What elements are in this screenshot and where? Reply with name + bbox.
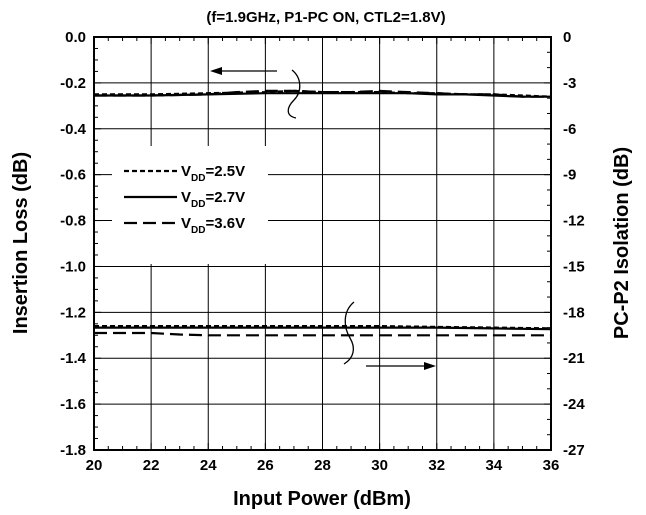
y-right-tick-label: -15 <box>563 258 585 275</box>
x-tick-labels: 20 22 24 26 28 30 32 34 36 <box>86 457 560 474</box>
y-left-tick-label: -1.0 <box>60 258 86 275</box>
ticks <box>93 36 552 451</box>
isolation-annotation <box>343 301 436 370</box>
y-left-tick-label: -1.4 <box>60 350 87 367</box>
y-left-tick-labels: 0.0 -0.2 -0.4 -0.6 -0.8 -1.0 -1.2 -1.4 -1.6 -1.8 <box>60 29 87 459</box>
legend-label: VDD=3.6V <box>181 215 245 236</box>
y-left-tick-label: -0.4 <box>60 121 87 138</box>
y-left-tick-label: -0.6 <box>60 167 86 184</box>
y-left-tick-label: -1.2 <box>60 304 86 321</box>
left-arrow-head <box>210 67 222 75</box>
y-axis-right-label: PC-P2 Isolation (dB) <box>611 147 633 339</box>
x-tick-label: 20 <box>86 457 103 474</box>
y-left-tick-label: -1.6 <box>60 396 86 413</box>
insertion-loss-brace <box>287 69 301 119</box>
legend: VDD=2.5V VDD=2.7V VDD=3.6V <box>112 146 268 264</box>
right-arrow-head <box>424 362 436 370</box>
y-left-tick-label: -0.2 <box>60 75 86 92</box>
y-right-tick-label: -9 <box>563 167 576 184</box>
x-axis-label: Input Power (dBm) <box>233 488 411 510</box>
series-line-isolation-vdd36v <box>94 331 551 337</box>
y-left-tick-label: -1.8 <box>60 442 86 459</box>
y-right-tick-label: -27 <box>563 442 585 459</box>
x-tick-label: 32 <box>428 457 445 474</box>
legend-label: VDD=2.7V <box>181 189 245 210</box>
x-tick-label: 22 <box>143 457 160 474</box>
legend-box <box>112 146 268 264</box>
y-left-tick-label: -0.8 <box>60 213 86 230</box>
y-right-tick-label: -24 <box>563 396 585 413</box>
series-line-insertion_loss-vdd36v <box>94 89 551 98</box>
isolation-brace <box>343 301 355 365</box>
y-left-tick-label: 0.0 <box>65 29 86 46</box>
y-right-tick-label: 0 <box>563 29 571 46</box>
series-line-isolation-vdd27v <box>94 326 552 331</box>
x-tick-label: 34 <box>486 457 503 474</box>
y-right-tick-label: -6 <box>563 121 576 138</box>
x-tick-label: 28 <box>314 457 331 474</box>
x-tick-label: 30 <box>371 457 388 474</box>
y-right-tick-label: -3 <box>563 75 576 92</box>
y-right-tick-label: -18 <box>563 304 585 321</box>
y-right-tick-labels: 0 -3 -6 -9 -12 -15 -18 -21 -24 -27 <box>563 29 585 459</box>
y-right-tick-label: -21 <box>563 350 585 367</box>
insertion-loss-annotation <box>210 67 301 119</box>
x-tick-label: 36 <box>543 457 560 474</box>
series-layer <box>94 89 552 337</box>
chart-title: (f=1.9GHz, P1-PC ON, CTL2=1.8V) <box>206 9 445 26</box>
y-right-tick-label: -12 <box>563 213 585 230</box>
y-axis-left-label: Insertion Loss (dB) <box>10 152 32 334</box>
x-tick-label: 26 <box>257 457 274 474</box>
legend-label: VDD=2.5V <box>181 163 245 184</box>
x-tick-label: 24 <box>200 457 217 474</box>
